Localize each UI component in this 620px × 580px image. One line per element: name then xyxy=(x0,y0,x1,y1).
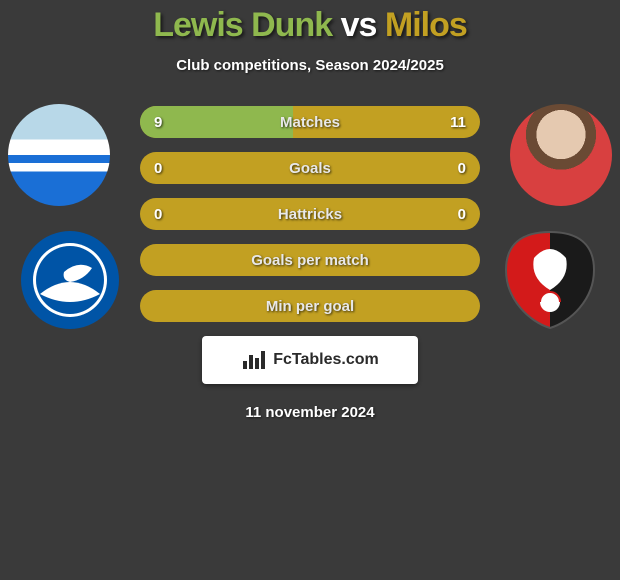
stat-value-right: 0 xyxy=(458,160,466,177)
stat-row: Goals 0 0 xyxy=(140,152,480,184)
stat-value-right: 0 xyxy=(458,206,466,223)
bournemouth-badge-icon xyxy=(500,230,600,330)
stat-row: Matches 9 11 xyxy=(140,106,480,138)
stat-label: Hattricks xyxy=(278,206,342,223)
title-vs: vs xyxy=(341,6,377,44)
stat-label: Goals xyxy=(289,160,331,177)
stat-label: Goals per match xyxy=(251,252,369,269)
stat-label: Min per goal xyxy=(266,298,354,315)
player1-club-badge xyxy=(20,230,120,330)
stat-row: Min per goal xyxy=(140,290,480,322)
subtitle: Club competitions, Season 2024/2025 xyxy=(0,57,620,74)
comparison-date: 11 november 2024 xyxy=(0,404,620,421)
comparison-title: Lewis Dunk vs Milos xyxy=(0,6,620,45)
comparison-arena: Matches 9 11 Goals 0 0 Hattricks 0 0 Goals per ma… xyxy=(0,104,620,421)
branding-text: FcTables.com xyxy=(273,351,379,369)
brighton-badge-icon xyxy=(20,230,120,330)
bar-chart-icon xyxy=(241,349,267,371)
stat-row: Hattricks 0 0 xyxy=(140,198,480,230)
player2-name: Milos xyxy=(385,6,467,44)
stat-row: Goals per match xyxy=(140,244,480,276)
branding-card: FcTables.com xyxy=(202,336,418,384)
player2-club-badge xyxy=(500,230,600,330)
stat-value-right: 11 xyxy=(450,114,466,131)
player1-photo xyxy=(8,104,110,206)
stat-value-left: 9 xyxy=(154,114,162,131)
stat-value-left: 0 xyxy=(154,160,162,177)
stat-label: Matches xyxy=(280,114,340,131)
stat-value-left: 0 xyxy=(154,206,162,223)
player1-name: Lewis Dunk xyxy=(153,6,332,44)
stat-bars: Matches 9 11 Goals 0 0 Hattricks 0 0 Goals per ma… xyxy=(140,104,480,322)
player2-photo xyxy=(510,104,612,206)
stat-fill-left xyxy=(140,106,293,138)
